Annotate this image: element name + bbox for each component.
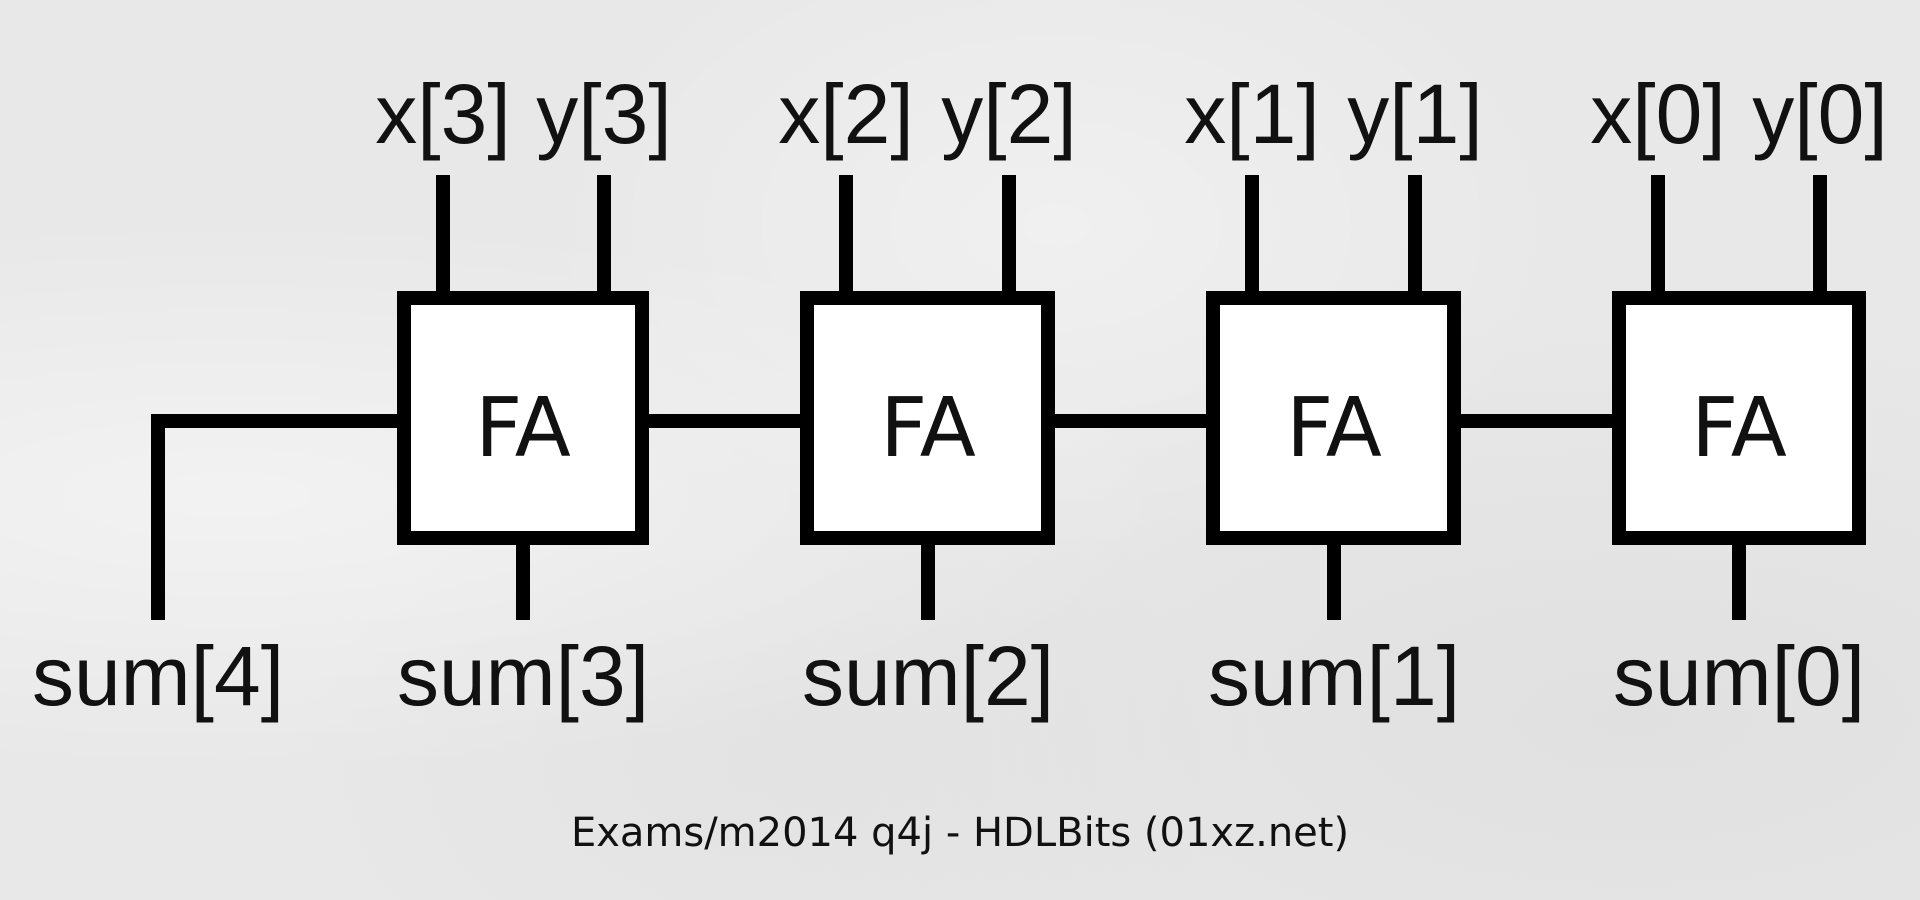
x-input-label: x[1] bbox=[1184, 67, 1319, 161]
y-input-label: y[3] bbox=[536, 67, 671, 161]
sum-output-label: sum[2] bbox=[802, 629, 1054, 723]
full-adder-block-0: FA x[0] y[0] sum[0] bbox=[1590, 67, 1887, 723]
full-adder-block-3: FA x[3] y[3] sum[3] bbox=[375, 67, 671, 723]
y-input-label: y[2] bbox=[941, 67, 1076, 161]
block-label: FA bbox=[1286, 381, 1382, 476]
sum-output-label: sum[3] bbox=[397, 629, 649, 723]
x-input-label: x[2] bbox=[778, 67, 913, 161]
full-adder-box bbox=[397, 291, 649, 545]
full-adder-block-1: FA x[1] y[1] sum[1] bbox=[1184, 67, 1482, 723]
full-adder-block-2: FA x[2] y[2] sum[2] bbox=[778, 67, 1076, 723]
block-label: FA bbox=[1691, 381, 1787, 476]
carry-out-wire bbox=[151, 414, 404, 620]
caption: Exams/m2014 q4j - HDLBits (01xz.net) bbox=[570, 810, 1350, 856]
block-label: FA bbox=[880, 381, 976, 476]
sum-output-label: sum[1] bbox=[1208, 629, 1460, 723]
full-adder-box bbox=[1206, 291, 1461, 545]
sum-output-label: sum[0] bbox=[1613, 629, 1865, 723]
x-input-label: x[0] bbox=[1590, 67, 1725, 161]
y-input-label: y[0] bbox=[1752, 67, 1887, 161]
full-adder-box bbox=[1612, 291, 1866, 545]
x-input-label: x[3] bbox=[375, 67, 510, 161]
y-input-label: y[1] bbox=[1347, 67, 1482, 161]
carry-out-label: sum[4] bbox=[32, 629, 284, 723]
full-adder-box bbox=[800, 291, 1055, 545]
block-label: FA bbox=[475, 381, 571, 476]
